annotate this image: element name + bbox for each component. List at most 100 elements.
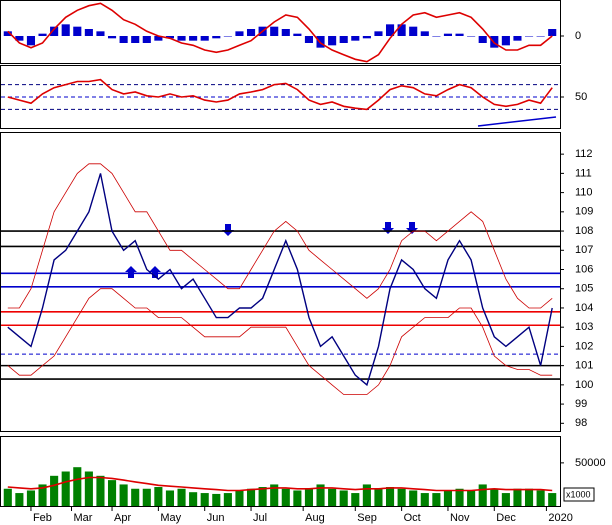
bar	[281, 29, 290, 36]
y-tick-label: 111	[575, 167, 592, 179]
bar	[189, 492, 198, 506]
bar	[3, 488, 12, 506]
bar	[490, 488, 499, 506]
bar	[467, 490, 476, 506]
bar	[548, 29, 557, 36]
bar	[501, 493, 510, 506]
bar	[235, 490, 244, 506]
volume-frame	[0, 436, 561, 507]
bar	[96, 475, 105, 506]
bar	[131, 36, 140, 43]
bar	[478, 484, 487, 506]
bar	[154, 487, 163, 506]
bar	[362, 36, 371, 39]
bar	[328, 36, 337, 46]
down-arrow	[222, 224, 234, 236]
bar	[119, 36, 128, 43]
bar	[397, 488, 406, 506]
bar	[304, 36, 314, 43]
bar	[84, 29, 93, 36]
y-tick-label: 50	[575, 91, 587, 103]
bar	[131, 488, 140, 506]
bar	[409, 26, 418, 36]
up-arrow	[149, 266, 161, 278]
bar	[119, 484, 128, 506]
series-line	[7, 173, 553, 387]
bar	[73, 26, 82, 36]
bar	[258, 487, 267, 506]
bar	[432, 36, 441, 37]
bar	[443, 490, 453, 506]
bar	[107, 480, 117, 506]
bar	[154, 36, 163, 41]
bar	[316, 484, 325, 506]
bar	[26, 490, 36, 506]
bar	[351, 36, 360, 41]
y-tick-label: 100	[575, 379, 593, 391]
bar	[548, 493, 557, 506]
up-arrow	[125, 266, 137, 278]
x-tick-label: Oct	[404, 512, 421, 524]
bar	[3, 31, 12, 36]
bar	[15, 36, 24, 41]
bar	[212, 493, 221, 506]
x-tick-label: Jul	[253, 512, 267, 524]
bar	[212, 36, 221, 39]
bar	[328, 488, 337, 506]
bar	[385, 487, 395, 506]
bar	[443, 33, 453, 36]
y-tick-label: 112	[575, 148, 593, 160]
bar	[50, 26, 59, 36]
x-tick-label: Mar	[74, 512, 93, 524]
bar	[165, 490, 175, 506]
bar	[38, 484, 47, 506]
bar	[513, 488, 522, 506]
bar	[524, 36, 534, 37]
bar	[26, 36, 36, 46]
y-tick-label: 102	[575, 340, 593, 352]
bar	[223, 493, 232, 506]
x-tick-label: 2020	[548, 512, 572, 524]
x-tick-label: May	[160, 512, 181, 524]
y-tick-label: 105	[575, 283, 593, 295]
bar	[246, 29, 256, 36]
bar	[107, 36, 117, 39]
y-tick-label: 50000	[575, 457, 606, 469]
bar	[420, 31, 429, 36]
bar	[339, 490, 348, 506]
bar	[50, 475, 59, 506]
bar	[270, 26, 279, 36]
y-tick-label: 101	[575, 360, 593, 372]
bar	[189, 36, 198, 41]
bar	[293, 33, 302, 36]
bar	[420, 493, 429, 506]
bar	[200, 493, 209, 506]
price-frame	[0, 132, 561, 432]
bar	[293, 490, 302, 506]
bar	[61, 471, 70, 506]
bar	[165, 36, 175, 39]
bar	[432, 493, 441, 506]
bar	[223, 36, 232, 37]
rsi-frame	[0, 65, 561, 129]
x-tick-label: Dec	[496, 512, 516, 524]
bar	[142, 36, 151, 43]
bar	[478, 36, 487, 43]
series-line	[7, 78, 553, 111]
macd-frame	[0, 0, 561, 64]
bar	[385, 24, 395, 36]
bar	[501, 36, 510, 46]
bar	[524, 488, 534, 506]
series-line	[7, 476, 553, 492]
bar	[246, 488, 256, 506]
bar	[73, 467, 82, 506]
y-tick-label: 109	[575, 206, 593, 218]
bar	[200, 36, 209, 41]
bar	[455, 33, 464, 36]
x-tick-label: Feb	[33, 512, 52, 524]
x-tick-label: Aug	[305, 512, 325, 524]
bar	[374, 488, 383, 506]
x-tick-label: Nov	[450, 512, 470, 524]
